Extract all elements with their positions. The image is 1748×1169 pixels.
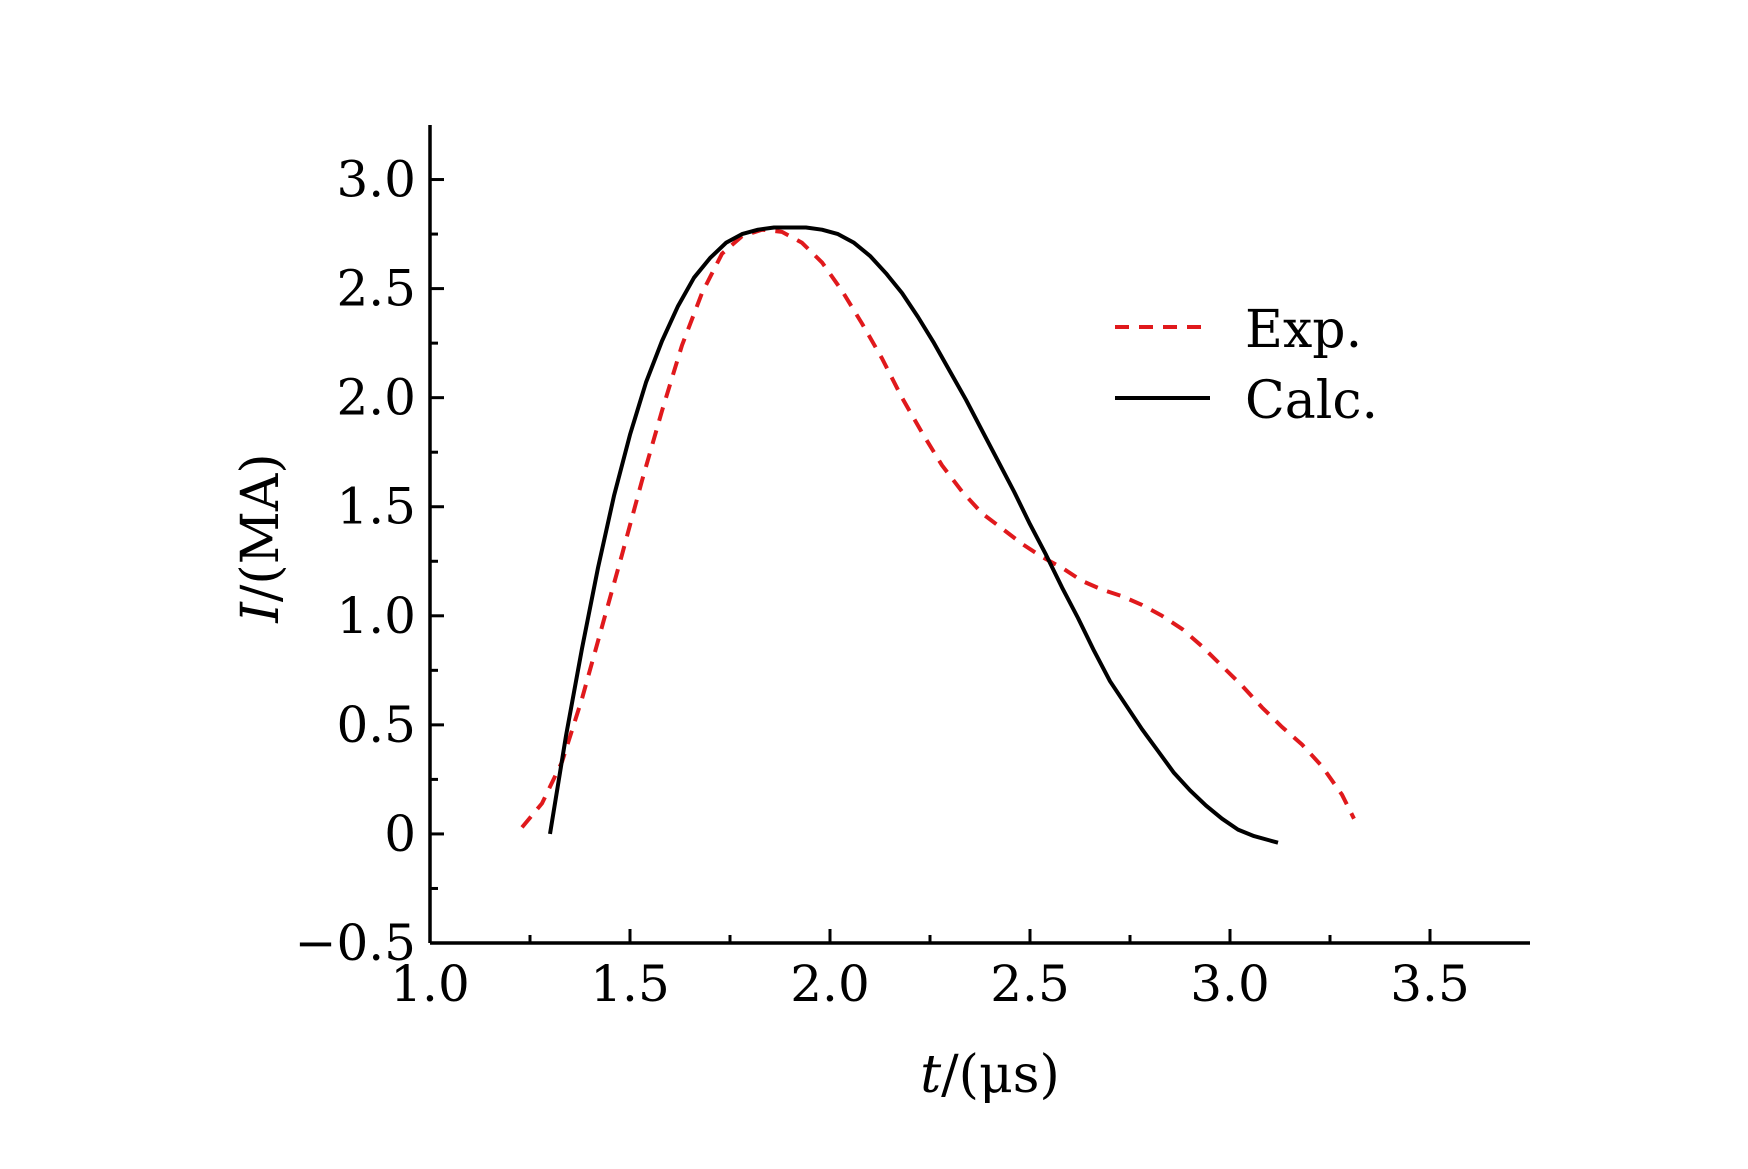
x-tick-label: 2.5 (990, 955, 1070, 1013)
y-axis-title-var: I (231, 601, 291, 624)
y-tick-label: 3.0 (336, 151, 416, 209)
series-line-calc (548, 225, 1279, 845)
tick-labels: 1.0 1.5 2.0 2.5 3.0 3.5 −0.5 0 0.5 1.0 1.5 2.0 2.5 3.… (295, 151, 1470, 1013)
x-tick-label: 3.0 (1190, 955, 1270, 1013)
x-tick-label: 2.0 (790, 955, 870, 1013)
x-tick-label: 1.0 (390, 955, 470, 1013)
axes (428, 125, 1530, 945)
legend: Exp. Calc. (1115, 300, 1378, 431)
y-tick-label: 2.5 (336, 260, 416, 318)
series-lines (520, 225, 1356, 845)
y-tick-label: 1.5 (336, 478, 416, 536)
y-tick-label: 2.0 (336, 369, 416, 427)
x-tick-label: 3.5 (1390, 955, 1470, 1013)
series-line-exp (520, 227, 1356, 829)
legend-label-exp: Exp. (1245, 300, 1362, 360)
y-tick-label: 0.5 (336, 696, 416, 754)
axis-titles: t/(μs) I/(MA) (231, 453, 1060, 1105)
y-tick-label: 0 (384, 805, 416, 863)
y-tick-label: 1.0 (336, 587, 416, 645)
y-axis-title: I/(MA) (231, 453, 291, 623)
legend-label-calc: Calc. (1245, 371, 1378, 431)
x-axis-title: t/(μs) (920, 1045, 1059, 1105)
x-axis-title-unit: /(μs) (941, 1045, 1060, 1105)
y-tick-label: −0.5 (295, 914, 416, 972)
x-axis-title-var: t (920, 1045, 941, 1105)
y-axis-title-unit: /(MA) (231, 453, 291, 602)
x-tick-label: 1.5 (590, 955, 670, 1013)
ticks (428, 178, 1432, 945)
